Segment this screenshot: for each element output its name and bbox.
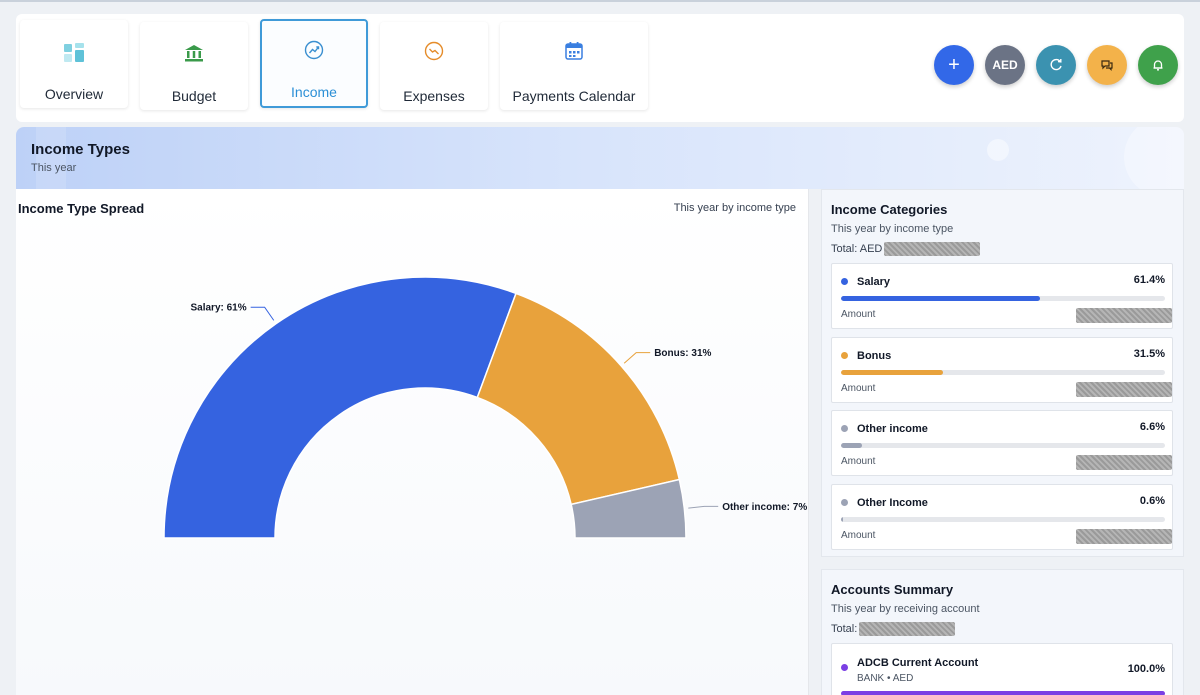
- redacted-total: [884, 242, 981, 256]
- category-name: Salary: [857, 276, 891, 288]
- tab-label: Budget: [171, 88, 217, 104]
- trend-icon: [262, 39, 366, 61]
- category-name: Other Income: [857, 497, 928, 509]
- amount-label: Amount: [841, 309, 876, 320]
- amount-label: Amount: [841, 383, 876, 394]
- expense-icon: [380, 40, 488, 62]
- category-progress-track: [841, 517, 1165, 522]
- redacted-amount: [1076, 455, 1172, 470]
- accounts-summary-panel: Accounts Summary This year by receiving …: [821, 569, 1184, 695]
- refresh-icon: [1050, 58, 1062, 71]
- header-decoration: [1124, 127, 1184, 189]
- category-dot: [841, 425, 848, 432]
- accounts-subtitle: This year by receiving account: [831, 603, 980, 615]
- chart-title: Income Type Spread: [18, 201, 145, 216]
- total-label: Total:: [831, 623, 858, 635]
- page-title: Income Types: [31, 141, 130, 158]
- account-name: ADCB Current Account: [857, 657, 979, 669]
- tab-label: Income: [291, 84, 337, 100]
- tab-overview[interactable]: Overview: [20, 20, 128, 108]
- category-progress-track: [841, 443, 1165, 448]
- category-name: Bonus: [857, 350, 892, 362]
- slice-salary[interactable]: [163, 276, 517, 539]
- category-percent: 61.4%: [1133, 274, 1165, 286]
- accounts-title: Accounts Summary: [831, 582, 954, 597]
- slice-label: Other income: 7%: [722, 502, 807, 513]
- category-progress-fill: [841, 370, 944, 375]
- refresh-button[interactable]: [1036, 45, 1076, 85]
- slice-leader-line: [623, 352, 651, 364]
- account-meta: BANK • AED: [857, 673, 914, 684]
- window-top-border: [0, 0, 1200, 2]
- redacted-amount: [1076, 308, 1172, 323]
- semi-donut-chart: Salary: 61% Bonus: 31% Other income: 7%: [163, 276, 807, 539]
- total-label: Total: AED: [831, 243, 883, 255]
- category-item-salary: Salary 61.4% Amount: [831, 263, 1173, 329]
- category-progress-track: [841, 296, 1165, 301]
- tab-budget[interactable]: Budget: [140, 22, 248, 110]
- tab-label: Overview: [44, 86, 104, 102]
- nav-panel: Overview Budget Income: [16, 14, 1184, 122]
- amount-label: Amount: [841, 530, 876, 541]
- page-subtitle: This year: [31, 162, 77, 174]
- bell-icon: [1153, 60, 1163, 71]
- slice-label: Bonus: 31%: [654, 348, 711, 359]
- category-progress-fill: [841, 443, 863, 448]
- category-dot: [841, 352, 848, 359]
- currency-button[interactable]: AED: [985, 45, 1025, 85]
- tab-label: Expenses: [403, 88, 465, 104]
- category-percent: 31.5%: [1133, 348, 1165, 360]
- bank-icon: [140, 42, 248, 64]
- category-percent: 6.6%: [1139, 421, 1165, 433]
- category-progress-fill: [841, 517, 843, 522]
- slice-leader-line: [688, 505, 719, 509]
- category-item-other-income: Other income 6.6% Amount: [831, 410, 1173, 476]
- categories-total: Total: AED: [831, 242, 981, 256]
- add-button[interactable]: +: [934, 45, 974, 85]
- chat-icon: [1101, 60, 1113, 71]
- tab-income[interactable]: Income: [260, 19, 368, 108]
- notifications-button[interactable]: [1138, 45, 1178, 85]
- redacted-amount: [1076, 529, 1172, 544]
- slice-other-income[interactable]: [570, 478, 687, 539]
- categories-title: Income Categories: [831, 202, 948, 217]
- chat-button[interactable]: [1087, 45, 1127, 85]
- category-percent: 0.6%: [1139, 495, 1165, 507]
- category-dot: [841, 499, 848, 506]
- header-decoration: [36, 127, 66, 189]
- amount-label: Amount: [841, 456, 876, 467]
- income-types-header: Income Types This year: [16, 127, 1184, 189]
- account-item: ADCB Current Account BANK • AED 100.0%: [831, 643, 1173, 695]
- slice-leader-line: [250, 306, 275, 321]
- calendar-icon: [500, 40, 648, 62]
- account-dot: [841, 664, 848, 671]
- tab-label: Payments Calendar: [512, 88, 636, 104]
- redacted-total: [859, 622, 956, 636]
- category-progress-track: [841, 370, 1165, 375]
- category-item-bonus: Bonus 31.5% Amount: [831, 337, 1173, 403]
- chart-subtitle: This year by income type: [673, 202, 796, 214]
- overview-icon: [20, 42, 128, 64]
- header-decoration: [987, 139, 1009, 161]
- tab-expenses[interactable]: Expenses: [380, 22, 488, 110]
- accounts-total: Total:: [831, 622, 956, 636]
- income-type-spread-panel: Income Type Spread This year by income t…: [16, 189, 809, 695]
- slice-label: Salary: 61%: [190, 303, 246, 314]
- redacted-amount: [1076, 382, 1172, 397]
- category-progress-fill: [841, 296, 1040, 301]
- account-progress-bar: [841, 691, 1165, 695]
- category-name: Other income: [857, 423, 928, 435]
- account-percent: 100.0%: [1127, 663, 1165, 675]
- category-dot: [841, 278, 848, 285]
- income-categories-panel: Income Categories This year by income ty…: [821, 189, 1184, 557]
- tab-payments-calendar[interactable]: Payments Calendar: [500, 22, 648, 110]
- categories-subtitle: This year by income type: [831, 223, 954, 235]
- slice-bonus[interactable]: [476, 292, 681, 506]
- category-item-other-income-2: Other Income 0.6% Amount: [831, 484, 1173, 550]
